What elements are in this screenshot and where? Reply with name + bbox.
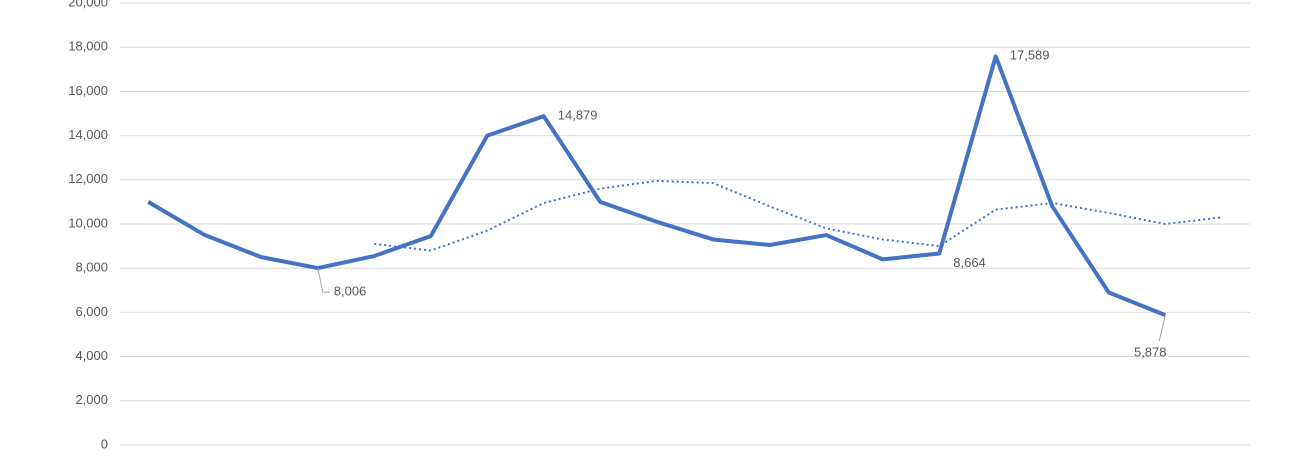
leader-line [1158, 314, 1166, 342]
line [374, 179, 1222, 252]
y-tick-label: 8,000 [75, 260, 108, 275]
y-tick-label: 18,000 [68, 39, 108, 54]
line [147, 54, 1166, 317]
y-tick-label: 2,000 [75, 392, 108, 407]
y-tick-label: 16,000 [68, 83, 108, 98]
leader-line [317, 267, 330, 293]
data-label: 5,878 [1134, 345, 1167, 360]
y-tick-label: 20,000 [68, 0, 108, 9]
data-label: 8,006 [334, 284, 367, 299]
y-tick-label: 12,000 [68, 171, 108, 186]
y-tick-label: 0 [101, 436, 108, 451]
y-tick-label: 14,000 [68, 127, 108, 142]
data-label: 14,879 [558, 108, 598, 123]
y-tick-label: 4,000 [75, 348, 108, 363]
data-label: 17,589 [1010, 48, 1050, 63]
y-tick-label: 6,000 [75, 304, 108, 319]
y-tick-label: 10,000 [68, 215, 108, 230]
data-label: 8,664 [953, 255, 986, 270]
